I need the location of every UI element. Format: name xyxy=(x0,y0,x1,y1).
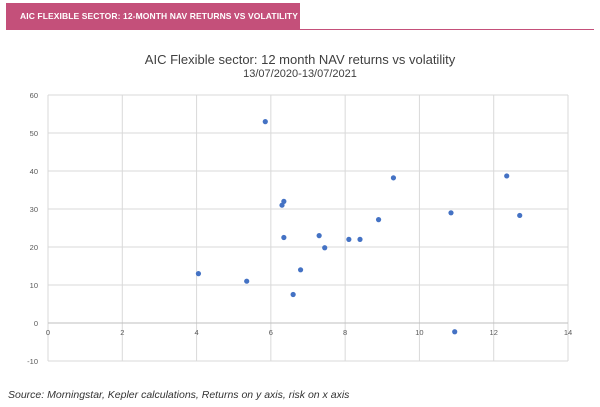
y-tick-label: 0 xyxy=(34,319,38,328)
data-point xyxy=(517,212,523,219)
x-tick-label: 10 xyxy=(415,328,423,337)
x-tick-label: 14 xyxy=(564,328,572,337)
chart-subtitle: 13/07/2020-13/07/2021 xyxy=(243,68,357,80)
y-tick-label: 10 xyxy=(30,281,38,290)
data-point xyxy=(297,267,304,273)
data-point xyxy=(452,329,458,335)
data-point xyxy=(195,271,202,277)
x-tick-label: 2 xyxy=(120,328,124,337)
y-tick-label: -10 xyxy=(27,357,38,366)
source-note: Source: Morningstar, Kepler calculations… xyxy=(8,389,350,401)
data-point xyxy=(316,233,322,239)
data-point xyxy=(244,278,250,284)
x-tick-label: 12 xyxy=(490,328,498,337)
data-point xyxy=(262,119,268,125)
data-point xyxy=(281,234,287,241)
data-point xyxy=(346,236,352,242)
y-tick-label: 50 xyxy=(30,129,38,138)
section-banner: AIC FLEXIBLE SECTOR: 12-MONTH NAV RETURN… xyxy=(6,3,300,29)
grid-lines xyxy=(47,94,569,362)
data-point xyxy=(322,245,328,251)
axis-tick-labels: -10 0 10 20 30 40 50 60 0 2 4 6 8 10 12 14 xyxy=(27,91,572,366)
data-point xyxy=(357,236,363,242)
banner-divider xyxy=(6,29,594,30)
y-tick-label: 40 xyxy=(30,167,38,176)
x-tick-label: 6 xyxy=(269,328,273,337)
data-point xyxy=(281,198,287,204)
data-point xyxy=(290,291,296,298)
x-tick-label: 8 xyxy=(343,328,347,337)
data-point xyxy=(448,210,454,216)
chart-title: AIC Flexible sector: 12 month NAV return… xyxy=(144,52,456,67)
data-point xyxy=(504,173,510,179)
x-tick-label: 4 xyxy=(194,328,198,337)
x-tick-label: 0 xyxy=(46,328,50,337)
data-point xyxy=(375,217,382,223)
y-tick-label: 20 xyxy=(30,243,38,252)
data-points xyxy=(195,119,523,335)
data-point xyxy=(390,175,397,181)
section-banner-title: AIC FLEXIBLE SECTOR: 12-MONTH NAV RETURN… xyxy=(20,11,298,21)
y-tick-label: 30 xyxy=(30,205,38,214)
y-tick-label: 60 xyxy=(30,91,38,100)
